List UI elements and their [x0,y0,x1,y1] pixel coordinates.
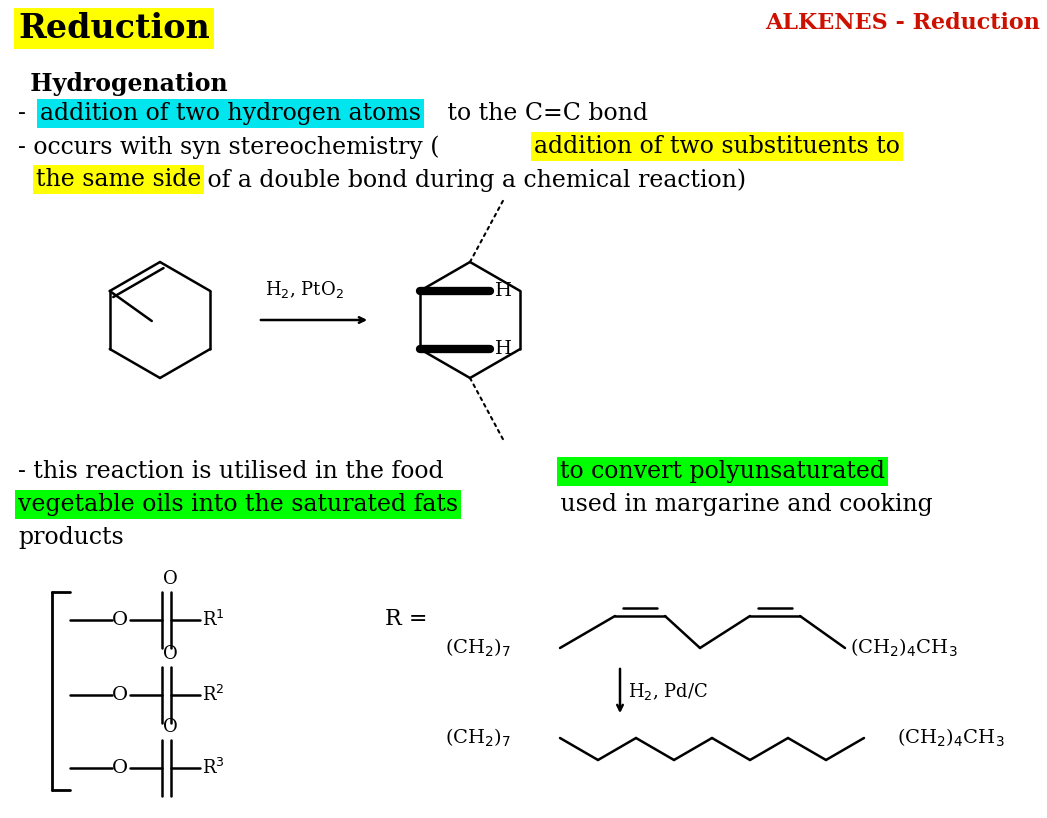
Text: to convert polyunsaturated: to convert polyunsaturated [560,460,885,483]
Text: R =: R = [385,608,427,630]
Text: (CH$_2$)$_7$: (CH$_2$)$_7$ [445,637,511,659]
Text: (CH$_2$)$_7$: (CH$_2$)$_7$ [445,727,511,749]
Text: O: O [163,718,178,736]
Text: R$^3$: R$^3$ [202,758,225,778]
Text: O: O [163,645,178,663]
Text: Reduction: Reduction [18,12,209,45]
Text: ALKENES - Reduction: ALKENES - Reduction [765,12,1040,34]
Text: (CH$_2$)$_4$CH$_3$: (CH$_2$)$_4$CH$_3$ [897,727,1005,749]
Text: - this reaction is utilised in the food: - this reaction is utilised in the food [18,460,451,483]
Text: the same side: the same side [36,168,201,191]
Text: of a double bond during a chemical reaction): of a double bond during a chemical react… [200,168,747,191]
Text: addition of two substituents to: addition of two substituents to [534,135,899,158]
Text: addition of two hydrogen atoms: addition of two hydrogen atoms [40,102,421,125]
Text: H$_2$, PtO$_2$: H$_2$, PtO$_2$ [265,279,343,300]
Text: -: - [18,102,34,125]
Text: O: O [112,611,128,629]
Text: products: products [18,526,124,549]
Text: R$^1$: R$^1$ [202,610,225,630]
Text: O: O [112,686,128,704]
Text: - occurs with syn stereochemistry (: - occurs with syn stereochemistry ( [18,135,440,159]
Text: Hydrogenation: Hydrogenation [22,72,227,96]
Text: (CH$_2$)$_4$CH$_3$: (CH$_2$)$_4$CH$_3$ [850,637,958,659]
Text: O: O [163,570,178,588]
Text: O: O [112,759,128,777]
Text: used in margarine and cooking: used in margarine and cooking [553,493,933,516]
Text: vegetable oils into the saturated fats: vegetable oils into the saturated fats [18,493,459,516]
Text: to the C=C bond: to the C=C bond [440,102,648,125]
Text: H$_2$, Pd/C: H$_2$, Pd/C [628,681,708,702]
Text: R$^2$: R$^2$ [202,685,224,705]
Text: H: H [495,282,512,300]
Text: H: H [495,340,512,358]
